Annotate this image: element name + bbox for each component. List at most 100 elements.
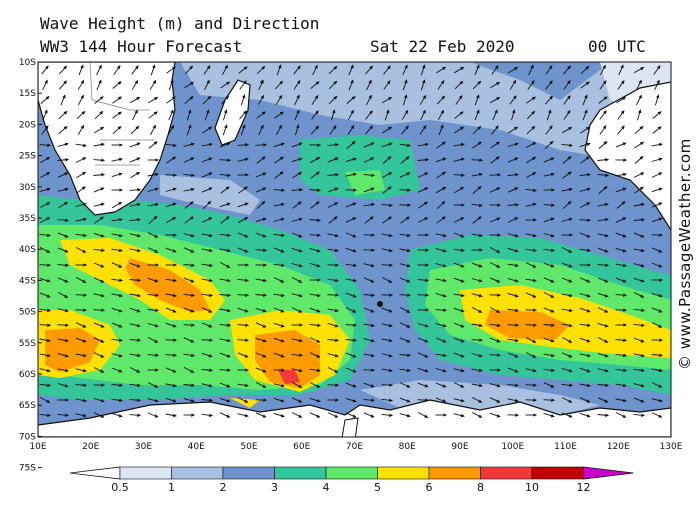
direction-arrow	[363, 293, 375, 297]
direction-arrow	[39, 277, 51, 283]
legend-low-triangle	[69, 466, 121, 480]
direction-arrow	[363, 353, 375, 358]
direction-arrow	[168, 79, 174, 91]
direction-arrow	[327, 322, 339, 328]
direction-arrow	[274, 171, 284, 179]
direction-arrow	[636, 79, 642, 91]
direction-arrow	[327, 293, 339, 297]
direction-arrow	[273, 247, 285, 253]
chart-title: Wave Height (m) and Direction	[40, 14, 320, 33]
direction-arrow	[309, 233, 321, 237]
direction-arrow	[147, 308, 159, 312]
direction-arrow	[363, 157, 375, 163]
swell-zone-madagascar	[160, 175, 260, 215]
direction-arrow	[237, 307, 249, 313]
direction-arrow	[165, 202, 177, 208]
legend-tick-label: 5	[374, 481, 381, 494]
direction-arrow	[291, 412, 303, 418]
direction-arrow	[491, 125, 499, 135]
direction-arrow	[165, 397, 177, 403]
latitude-label: 30S	[19, 183, 36, 193]
direction-arrow	[93, 322, 105, 328]
direction-arrow	[507, 352, 519, 358]
direction-arrow	[220, 186, 230, 194]
direction-arrow	[579, 307, 591, 313]
direction-arrow	[489, 307, 501, 313]
direction-arrow	[183, 277, 195, 283]
direction-arrow	[579, 353, 591, 358]
direction-arrow	[167, 124, 175, 135]
legend-swatch	[222, 466, 275, 480]
direction-arrow	[165, 353, 177, 357]
direction-arrow	[131, 79, 139, 90]
direction-arrow	[96, 79, 102, 91]
direction-arrow	[204, 109, 210, 121]
direction-arrow	[93, 293, 105, 298]
direction-arrow	[617, 80, 625, 90]
direction-arrow	[417, 398, 429, 402]
direction-arrow	[255, 248, 267, 252]
direction-arrow	[291, 338, 303, 343]
legend-swatch	[325, 466, 378, 480]
direction-arrow	[528, 64, 534, 76]
direction-arrow	[78, 64, 84, 76]
direction-arrow	[633, 353, 645, 358]
direction-arrow	[489, 247, 501, 253]
direction-arrow	[525, 248, 537, 253]
direction-arrow	[526, 110, 536, 120]
direction-arrow	[507, 157, 519, 163]
wave-zone-yellow-5	[230, 398, 260, 408]
direction-arrow	[436, 95, 446, 105]
direction-arrow	[579, 172, 591, 177]
direction-arrow	[633, 218, 645, 222]
direction-arrow	[112, 111, 122, 119]
direction-arrow	[93, 398, 105, 403]
direction-arrow	[401, 125, 409, 135]
legend-tick-label: 3	[271, 481, 278, 494]
direction-arrow	[633, 368, 645, 373]
direction-arrow	[275, 94, 283, 105]
direction-arrow	[471, 323, 483, 328]
direction-arrow	[39, 217, 51, 223]
longitude-label: 50E	[240, 442, 257, 452]
direction-arrow	[219, 368, 231, 372]
direction-arrow	[75, 413, 87, 418]
direction-arrow	[94, 216, 104, 224]
direction-arrow	[112, 201, 123, 209]
direction-arrow	[57, 292, 69, 298]
direction-arrow	[166, 96, 176, 104]
direction-arrow	[489, 217, 501, 223]
direction-arrow	[294, 109, 300, 121]
direction-arrow	[471, 368, 483, 373]
direction-arrow	[543, 248, 555, 253]
direction-arrow	[651, 202, 663, 208]
direction-arrow	[490, 81, 501, 89]
longitude-label: 10E	[29, 442, 46, 452]
legend-tick-label: 2	[220, 481, 227, 494]
direction-arrow	[399, 143, 411, 148]
direction-arrow	[255, 382, 267, 388]
direction-arrow	[328, 95, 338, 105]
direction-arrow	[165, 413, 177, 418]
direction-arrow	[599, 125, 607, 135]
direction-arrow	[291, 353, 303, 357]
direction-arrow	[201, 263, 213, 268]
direction-arrow	[57, 368, 69, 373]
direction-arrow	[507, 217, 519, 223]
direction-arrow	[472, 125, 482, 135]
direction-arrow	[132, 109, 138, 121]
direction-arrow	[39, 308, 51, 313]
direction-arrow	[219, 338, 231, 343]
direction-arrow	[237, 143, 249, 147]
direction-arrow	[75, 217, 87, 222]
direction-arrow	[597, 233, 609, 238]
direction-arrow	[255, 187, 267, 193]
direction-arrow	[651, 398, 663, 403]
direction-arrow	[309, 368, 321, 373]
direction-arrow	[525, 383, 537, 387]
direction-arrow	[147, 232, 159, 238]
direction-arrow	[309, 412, 321, 418]
direction-arrow	[57, 382, 69, 388]
direction-arrow	[366, 94, 372, 106]
direction-arrow	[489, 96, 501, 104]
